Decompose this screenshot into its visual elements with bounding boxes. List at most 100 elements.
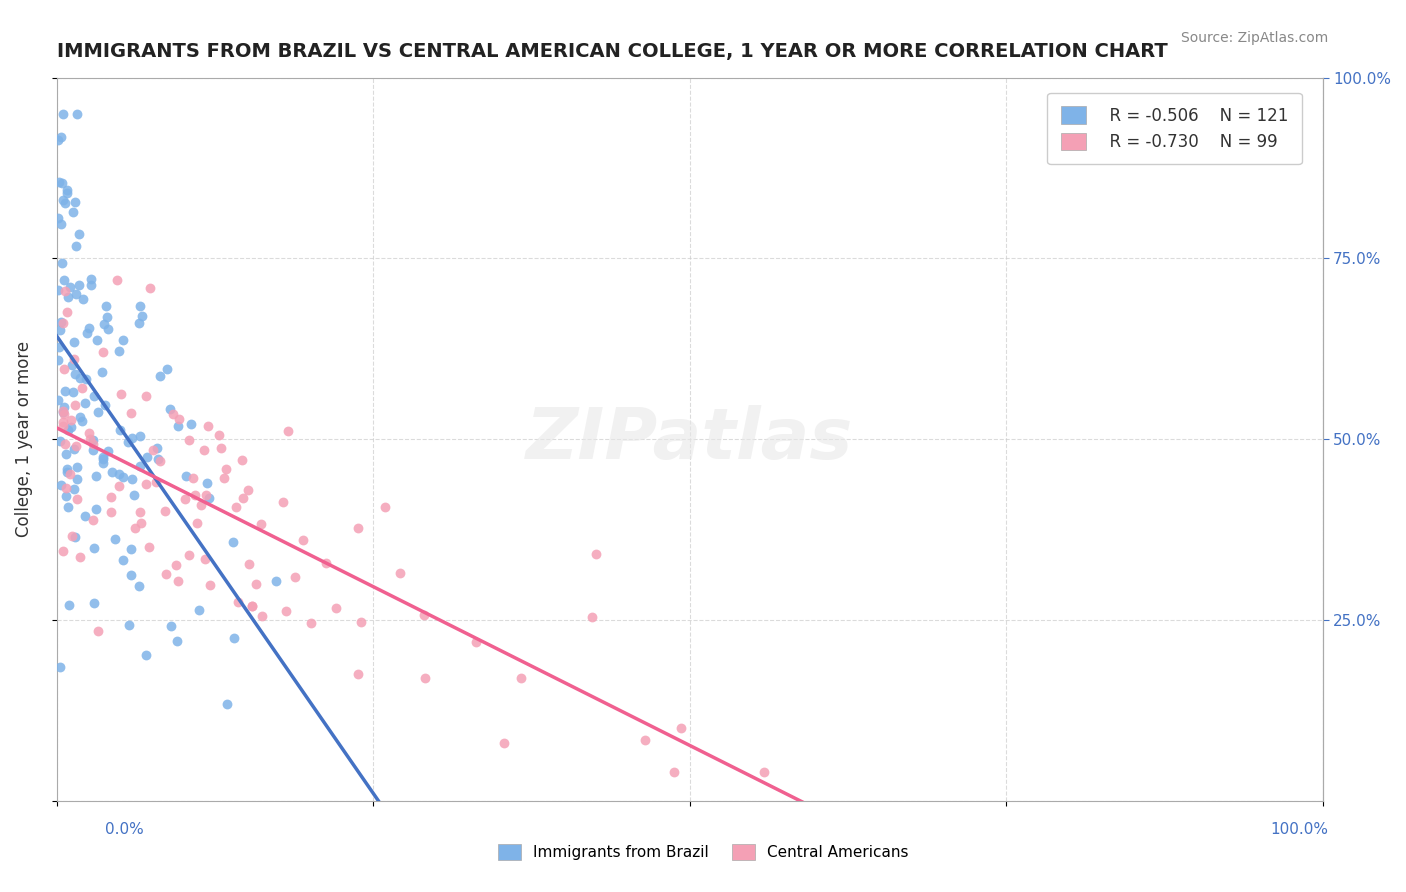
Point — [105, 273, 128, 287]
Point — [120, 567, 142, 582]
Point — [494, 736, 516, 750]
Point — [55, 285, 77, 299]
Point — [52, 404, 75, 418]
Point — [208, 427, 231, 442]
Point — [96, 310, 118, 324]
Point — [128, 579, 150, 593]
Point — [52, 362, 75, 376]
Text: 0.0%: 0.0% — [105, 822, 145, 837]
Point — [195, 476, 218, 491]
Point — [129, 299, 152, 313]
Point — [87, 405, 110, 419]
Point — [66, 472, 89, 486]
Point — [56, 289, 79, 303]
Point — [222, 535, 245, 549]
Point — [52, 418, 75, 433]
Point — [53, 195, 76, 210]
Point — [51, 255, 73, 269]
Point — [60, 358, 83, 372]
Point — [84, 501, 107, 516]
Point — [100, 490, 122, 504]
Text: IMMIGRANTS FROM BRAZIL VS CENTRAL AMERICAN COLLEGE, 1 YEAR OR MORE CORRELATION C: IMMIGRANTS FROM BRAZIL VS CENTRAL AMERIC… — [56, 42, 1167, 61]
Point — [149, 368, 172, 383]
Point — [752, 764, 775, 779]
Point — [581, 609, 603, 624]
Point — [284, 570, 307, 584]
Point — [186, 516, 208, 530]
Point — [136, 450, 159, 465]
Point — [179, 433, 201, 447]
Point — [46, 392, 69, 407]
Point — [156, 361, 179, 376]
Point — [111, 553, 134, 567]
Point — [349, 615, 371, 629]
Point — [59, 467, 82, 482]
Point — [46, 211, 69, 226]
Point — [271, 495, 294, 509]
Point — [276, 604, 298, 618]
Point — [52, 405, 75, 419]
Point — [73, 396, 96, 410]
Point — [53, 273, 76, 287]
Point — [97, 444, 120, 458]
Point — [60, 529, 83, 543]
Point — [100, 505, 122, 519]
Point — [100, 465, 122, 479]
Point — [65, 530, 87, 544]
Point — [104, 533, 127, 547]
Point — [142, 443, 165, 458]
Point — [108, 467, 131, 482]
Point — [131, 516, 153, 530]
Point — [63, 334, 86, 349]
Point — [187, 603, 209, 617]
Point — [48, 660, 70, 674]
Point — [65, 287, 87, 301]
Point — [53, 384, 76, 399]
Point — [194, 552, 217, 566]
Point — [91, 451, 114, 466]
Point — [183, 488, 205, 502]
Point — [59, 280, 82, 294]
Point — [388, 566, 411, 580]
Point — [129, 428, 152, 442]
Point — [63, 442, 86, 457]
Point — [236, 483, 259, 498]
Point — [159, 402, 181, 417]
Point — [135, 648, 157, 662]
Point — [49, 315, 72, 329]
Point — [195, 488, 218, 502]
Point — [212, 471, 235, 485]
Point — [46, 352, 69, 367]
Point — [135, 476, 157, 491]
Point — [56, 500, 79, 514]
Point — [80, 271, 103, 285]
Point — [148, 452, 170, 467]
Point — [153, 504, 176, 518]
Point — [111, 333, 134, 347]
Point — [198, 491, 221, 506]
Point — [77, 425, 100, 440]
Point — [291, 533, 314, 548]
Point — [245, 576, 267, 591]
Point — [225, 500, 247, 515]
Point — [167, 412, 190, 426]
Point — [120, 406, 142, 420]
Point — [250, 609, 273, 624]
Point — [93, 317, 115, 331]
Point — [91, 345, 114, 359]
Point — [80, 278, 103, 293]
Point — [180, 417, 202, 431]
Point — [70, 413, 93, 427]
Point — [222, 631, 245, 645]
Point — [55, 465, 77, 479]
Point — [167, 419, 190, 434]
Point — [149, 454, 172, 468]
Point — [108, 423, 131, 437]
Point — [129, 505, 152, 519]
Point — [65, 398, 87, 412]
Point — [51, 176, 73, 190]
Point — [662, 764, 685, 779]
Point — [65, 439, 87, 453]
Point — [162, 407, 184, 421]
Point — [58, 598, 80, 612]
